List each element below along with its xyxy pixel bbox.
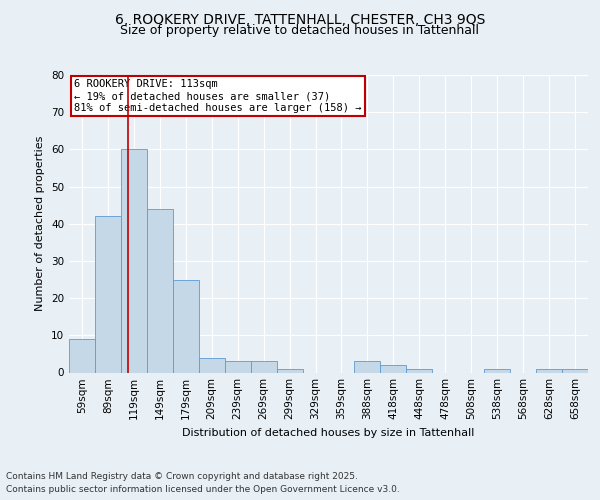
Text: Contains public sector information licensed under the Open Government Licence v3: Contains public sector information licen…: [6, 485, 400, 494]
Text: Size of property relative to detached houses in Tattenhall: Size of property relative to detached ho…: [121, 24, 479, 37]
Bar: [406, 369, 432, 372]
Bar: [199, 358, 224, 372]
Bar: [484, 369, 510, 372]
Bar: [147, 209, 173, 372]
Y-axis label: Number of detached properties: Number of detached properties: [35, 136, 46, 312]
Bar: [225, 362, 251, 372]
Text: 6, ROOKERY DRIVE, TATTENHALL, CHESTER, CH3 9QS: 6, ROOKERY DRIVE, TATTENHALL, CHESTER, C…: [115, 12, 485, 26]
Bar: [536, 369, 562, 372]
Bar: [380, 365, 406, 372]
Bar: [121, 150, 147, 372]
Bar: [95, 216, 121, 372]
Bar: [251, 362, 277, 372]
Bar: [355, 362, 380, 372]
Bar: [69, 339, 95, 372]
X-axis label: Distribution of detached houses by size in Tattenhall: Distribution of detached houses by size …: [182, 428, 475, 438]
Text: 6 ROOKERY DRIVE: 113sqm
← 19% of detached houses are smaller (37)
81% of semi-de: 6 ROOKERY DRIVE: 113sqm ← 19% of detache…: [74, 80, 362, 112]
Bar: [277, 369, 302, 372]
Bar: [562, 369, 588, 372]
Bar: [173, 280, 199, 372]
Text: Contains HM Land Registry data © Crown copyright and database right 2025.: Contains HM Land Registry data © Crown c…: [6, 472, 358, 481]
